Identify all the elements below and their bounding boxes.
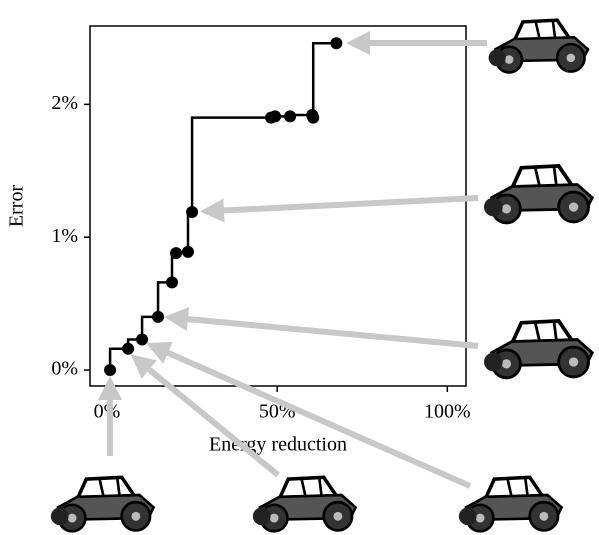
buggy-image — [486, 18, 590, 75]
plot-frame — [89, 25, 467, 387]
buggy-image — [484, 319, 595, 380]
buggy-image — [484, 164, 595, 225]
arrow — [130, 354, 280, 478]
data-point — [136, 333, 149, 346]
arrow — [200, 195, 479, 223]
data-point — [104, 364, 117, 377]
y-tick-label: 0% — [51, 358, 78, 380]
y-tick-label: 1% — [51, 225, 78, 247]
y-axis-label: Error — [6, 185, 28, 228]
arrow — [146, 341, 472, 489]
data-point — [170, 247, 183, 260]
y-tick-label: 2% — [51, 92, 78, 114]
data-point — [330, 37, 343, 50]
arrow — [164, 307, 479, 349]
data-point — [181, 245, 194, 258]
arrows — [98, 31, 487, 489]
data-point — [269, 110, 282, 123]
data-point — [186, 205, 199, 218]
plot: 0% 50% 100%0%1%2% — [51, 37, 471, 423]
data-point — [284, 110, 297, 123]
buggy-image — [456, 475, 564, 534]
x-tick-label: 100% — [424, 401, 471, 423]
data-point — [166, 276, 179, 289]
data-point — [152, 310, 165, 323]
buggy-image — [250, 475, 358, 534]
data-point — [307, 111, 320, 124]
buggy-image — [48, 475, 156, 534]
data-point — [122, 342, 135, 355]
